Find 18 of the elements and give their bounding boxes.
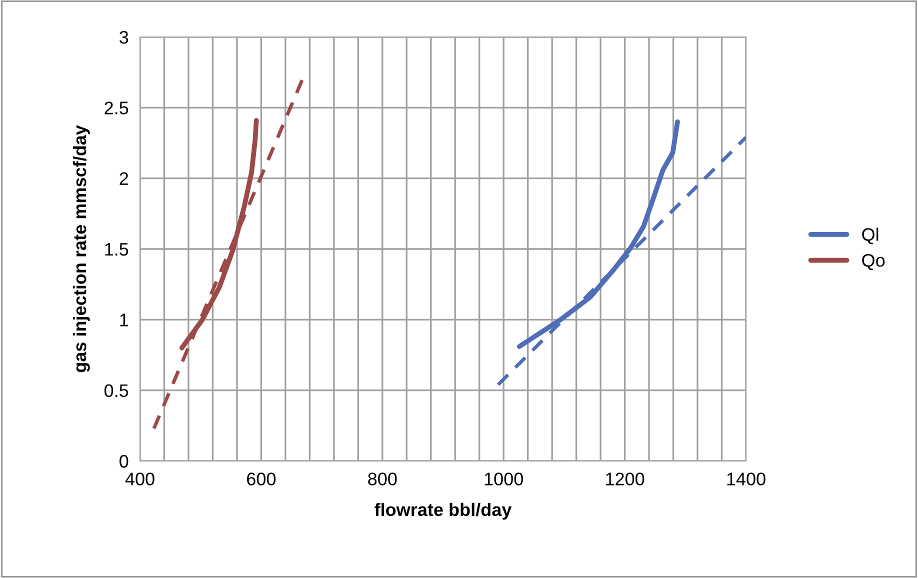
y-axis-title: gas injection rate mmscf/day <box>72 125 90 372</box>
x-tick-label: 1400 <box>727 472 766 486</box>
x-tick-label: 1000 <box>484 472 523 486</box>
y-tick-label: 1 <box>120 314 128 326</box>
x-tick-label: 1200 <box>606 472 644 486</box>
legend-label: Qo <box>862 254 885 270</box>
x-tick-label: 600 <box>247 472 276 486</box>
y-tick-label: 1.5 <box>105 243 128 256</box>
y-tick-label: 2 <box>120 172 128 185</box>
y-tick-label: 0.5 <box>104 384 128 398</box>
x-tick-label: 800 <box>368 472 397 486</box>
legend-label: Ql <box>862 228 878 244</box>
x-tick-label: 400 <box>125 472 154 486</box>
line-series <box>179 118 259 350</box>
y-tick-label: 0 <box>120 454 128 468</box>
y-tick-label: 3 <box>120 30 128 44</box>
y-tick-label: 2.5 <box>104 102 128 114</box>
x-axis-title: flowrate bbl/day <box>374 502 512 520</box>
